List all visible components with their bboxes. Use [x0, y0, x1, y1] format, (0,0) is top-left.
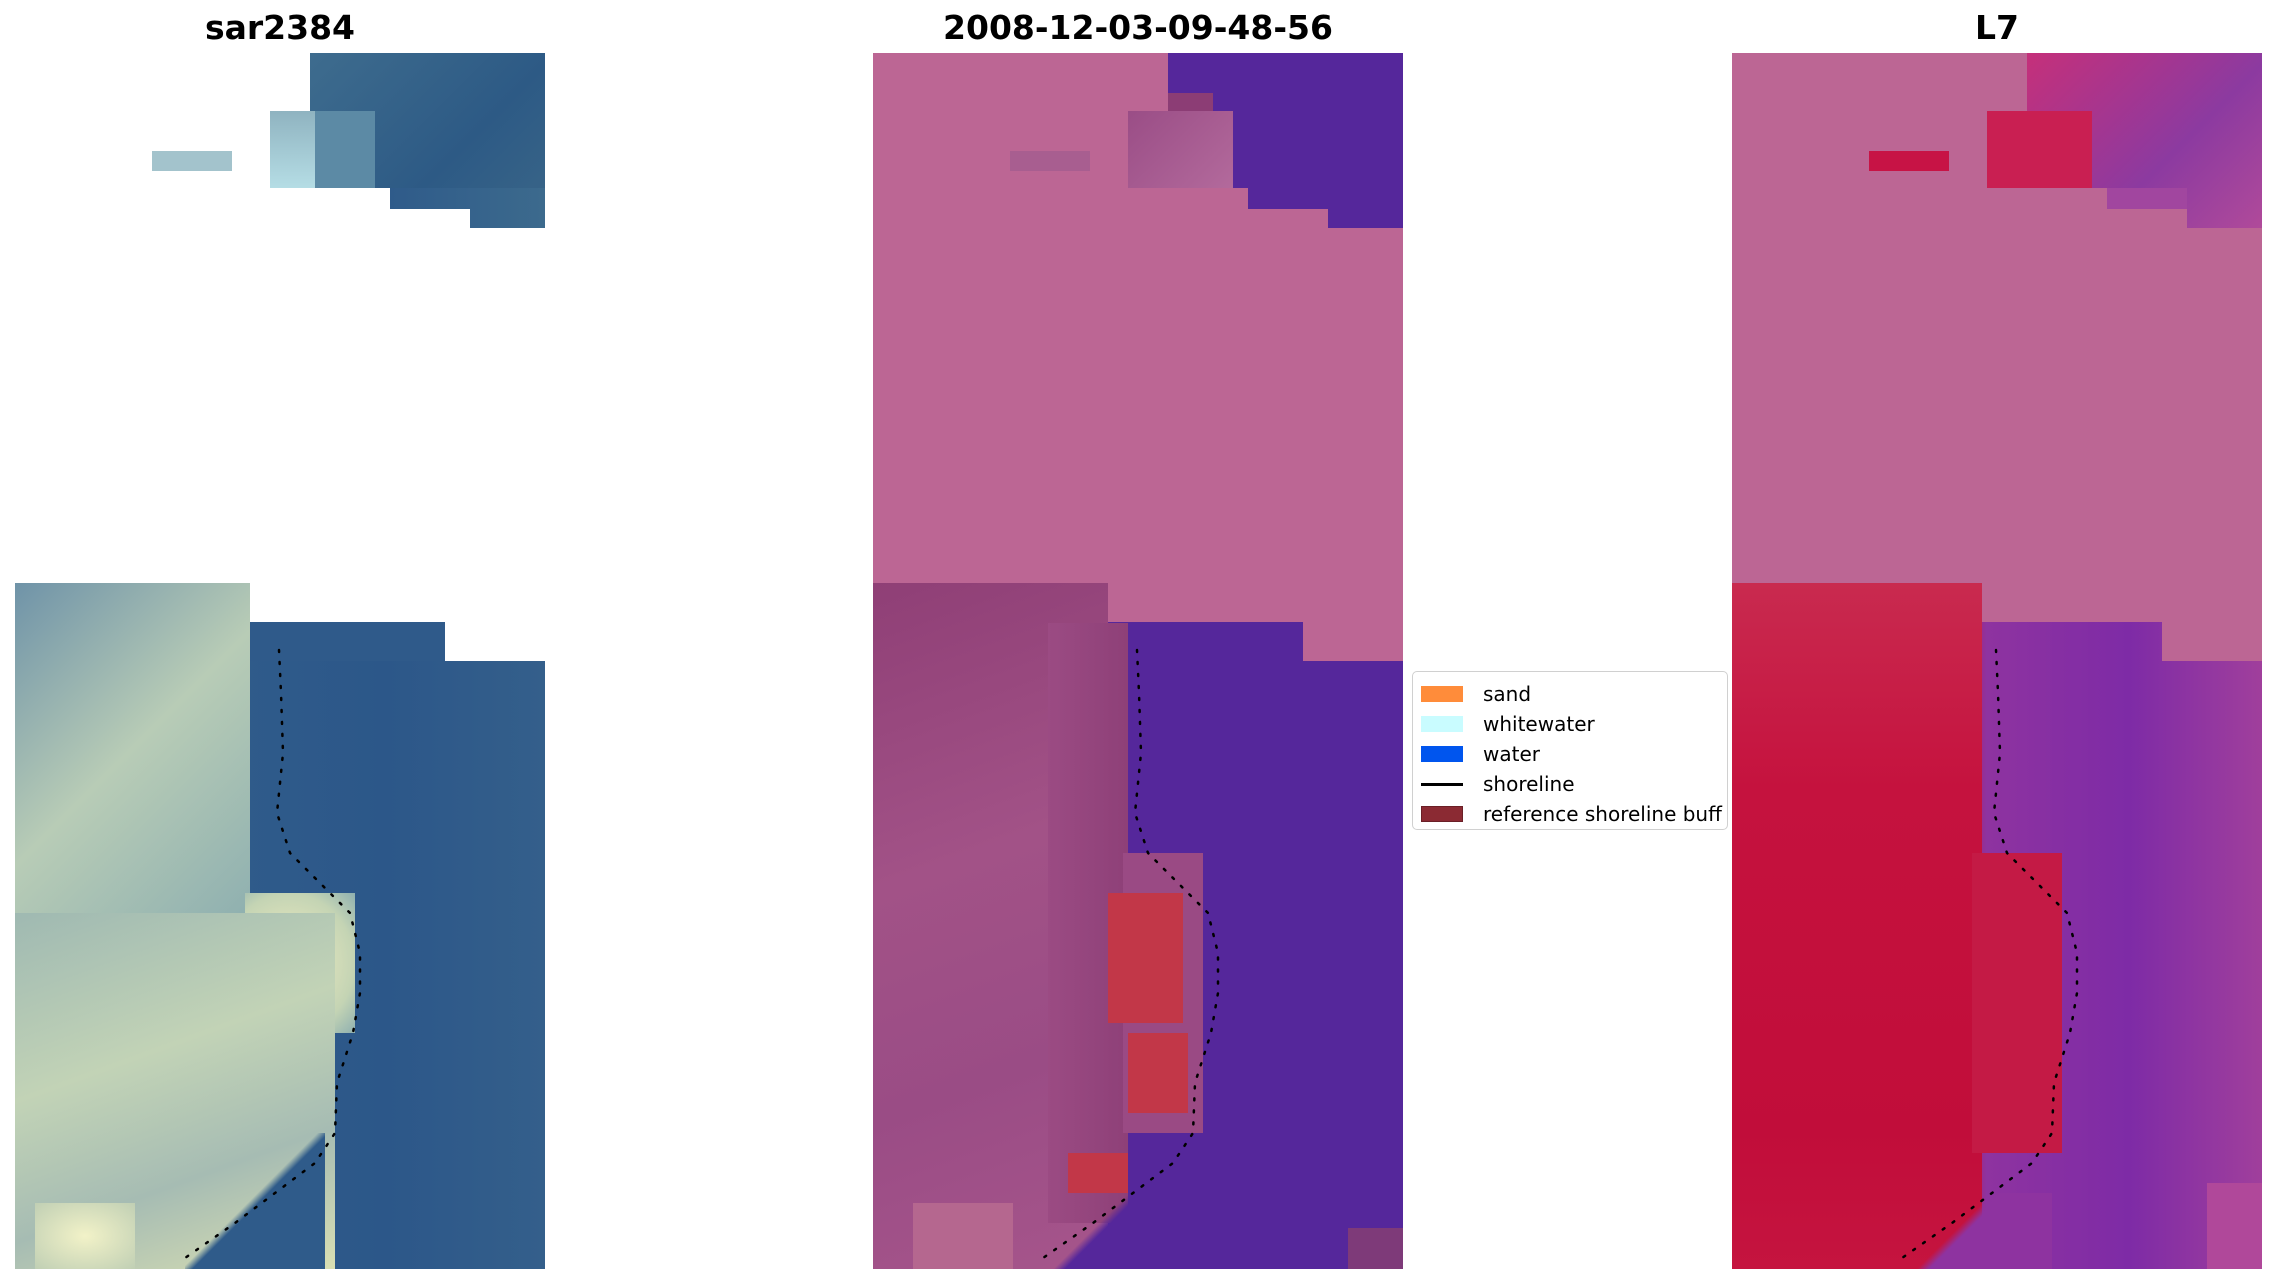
legend-line-shoreline	[1421, 782, 1463, 786]
index-image-panel	[1732, 53, 2262, 1269]
buffer-patch	[1108, 893, 1183, 1023]
shoreline-dots	[183, 648, 362, 1260]
image-block	[1168, 209, 1328, 228]
image-block	[15, 583, 250, 913]
legend-item-reference-shoreline-buffer: reference shoreline buff	[1421, 799, 1722, 829]
rgb-image-panel	[15, 53, 545, 1269]
image-block	[1987, 111, 2092, 189]
legend-label: whitewater	[1483, 712, 1595, 736]
legend: sand whitewater water shoreline referenc…	[1412, 671, 1728, 830]
legend-label: sand	[1483, 682, 1532, 706]
image-block	[1010, 151, 1090, 171]
image-block	[152, 151, 232, 171]
legend-swatch-buffer	[1421, 806, 1463, 822]
image-block	[1108, 583, 1403, 622]
image-block	[390, 209, 470, 228]
image-block	[913, 1203, 1013, 1269]
legend-swatch-water	[1421, 746, 1463, 762]
buffer-patch	[1068, 1153, 1128, 1193]
panel-title-l7: L7	[1975, 8, 2019, 47]
water-region	[1882, 1193, 2052, 1269]
image-block	[445, 622, 545, 661]
land-region	[1972, 853, 2062, 1153]
legend-label: shoreline	[1483, 772, 1575, 796]
legend-label: water	[1483, 742, 1540, 766]
image-block	[1967, 583, 2262, 622]
image-block	[1168, 93, 1213, 111]
image-block	[2107, 188, 2187, 209]
shoreline-overlay	[1041, 648, 1220, 1260]
image-block	[250, 622, 445, 661]
legend-item-sand: sand	[1421, 679, 1531, 709]
image-block	[1128, 111, 1233, 189]
image-block	[2162, 622, 2262, 661]
legend-item-shoreline: shoreline	[1421, 769, 1575, 799]
legend-label: reference shoreline buff	[1483, 802, 1722, 826]
legend-swatch-whitewater	[1421, 716, 1463, 732]
image-block	[250, 583, 545, 622]
image-block	[1348, 1228, 1403, 1269]
image-block	[1869, 151, 1949, 171]
legend-swatch-sand	[1421, 686, 1463, 702]
shoreline-overlay	[183, 648, 362, 1260]
panel-title-sar2384: sar2384	[204, 8, 356, 47]
shoreline-overlay	[1900, 648, 2079, 1260]
image-block	[315, 111, 375, 189]
legend-item-water: water	[1421, 739, 1540, 769]
panel-title-date: 2008-12-03-09-48-56	[943, 8, 1333, 47]
image-block	[2207, 1183, 2262, 1269]
image-block	[35, 1203, 135, 1269]
shoreline-dots	[1041, 648, 1220, 1260]
image-block	[2027, 209, 2187, 228]
buffer-patch	[1128, 1033, 1188, 1113]
image-block	[310, 209, 390, 228]
classification-panel	[873, 53, 1403, 1269]
image-block	[185, 1133, 325, 1269]
water-region	[1023, 1193, 1183, 1269]
image-block	[1303, 622, 1403, 661]
land-region	[1732, 583, 1982, 1269]
legend-item-whitewater: whitewater	[1421, 709, 1595, 739]
shoreline-dots	[1900, 648, 2079, 1260]
